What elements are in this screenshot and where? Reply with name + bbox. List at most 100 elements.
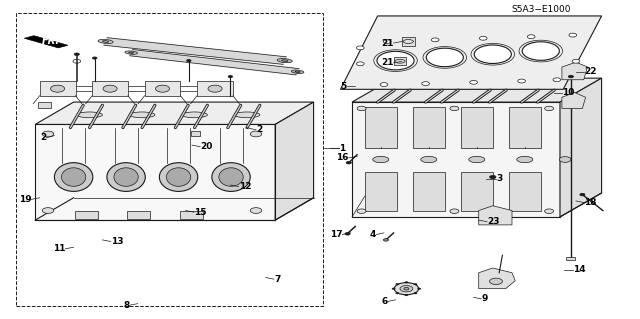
Text: 6: 6: [381, 297, 388, 306]
Ellipse shape: [346, 161, 351, 164]
Ellipse shape: [93, 57, 97, 59]
Text: 18: 18: [584, 198, 597, 207]
Bar: [191, 131, 200, 136]
Bar: [509, 107, 541, 148]
Ellipse shape: [357, 106, 366, 111]
Ellipse shape: [228, 76, 233, 78]
Ellipse shape: [468, 156, 485, 163]
Ellipse shape: [418, 288, 421, 290]
Text: 11: 11: [52, 244, 65, 253]
Ellipse shape: [490, 278, 502, 285]
Ellipse shape: [394, 283, 419, 295]
Ellipse shape: [234, 112, 260, 118]
Text: 2: 2: [256, 125, 262, 134]
Ellipse shape: [357, 209, 366, 213]
Bar: [365, 107, 397, 148]
Bar: [180, 211, 203, 219]
Ellipse shape: [518, 79, 525, 83]
Ellipse shape: [356, 62, 364, 66]
Ellipse shape: [107, 163, 145, 191]
Bar: [509, 172, 541, 211]
Polygon shape: [352, 102, 560, 217]
Bar: [461, 107, 493, 148]
Ellipse shape: [356, 46, 364, 50]
Ellipse shape: [156, 85, 170, 92]
Bar: [394, 57, 406, 65]
Polygon shape: [275, 102, 314, 220]
Ellipse shape: [212, 163, 250, 191]
Polygon shape: [35, 102, 314, 124]
Polygon shape: [352, 78, 602, 102]
Polygon shape: [479, 206, 512, 225]
Ellipse shape: [522, 42, 559, 60]
Ellipse shape: [414, 293, 417, 294]
Text: 22: 22: [584, 67, 597, 76]
Bar: [16, 13, 323, 306]
Polygon shape: [92, 81, 128, 96]
Text: 10: 10: [562, 88, 574, 97]
Ellipse shape: [159, 163, 198, 191]
Polygon shape: [560, 78, 602, 217]
Ellipse shape: [102, 41, 109, 42]
Text: 4: 4: [370, 230, 376, 239]
Text: 21: 21: [381, 39, 394, 48]
Ellipse shape: [527, 35, 535, 39]
Bar: [75, 211, 98, 219]
Bar: [365, 172, 397, 211]
Ellipse shape: [568, 75, 573, 78]
Ellipse shape: [182, 112, 207, 118]
Ellipse shape: [545, 209, 554, 213]
Ellipse shape: [450, 106, 459, 111]
Ellipse shape: [404, 294, 408, 296]
Text: 16: 16: [336, 153, 349, 162]
Ellipse shape: [421, 156, 436, 163]
Text: 15: 15: [194, 208, 207, 217]
Polygon shape: [562, 93, 586, 108]
Ellipse shape: [569, 33, 577, 37]
Ellipse shape: [250, 208, 262, 213]
Ellipse shape: [103, 85, 117, 92]
Ellipse shape: [450, 209, 459, 213]
Ellipse shape: [490, 175, 496, 179]
Polygon shape: [40, 81, 76, 96]
Ellipse shape: [345, 233, 350, 235]
Ellipse shape: [129, 112, 155, 118]
Text: 2: 2: [40, 133, 46, 142]
Ellipse shape: [295, 71, 300, 72]
Bar: [38, 102, 51, 108]
Ellipse shape: [559, 157, 571, 162]
Polygon shape: [35, 124, 275, 220]
Ellipse shape: [545, 106, 554, 111]
Polygon shape: [562, 62, 588, 80]
Ellipse shape: [426, 48, 463, 67]
Text: 23: 23: [487, 217, 500, 226]
Ellipse shape: [186, 59, 191, 62]
Ellipse shape: [372, 156, 388, 163]
Ellipse shape: [77, 112, 102, 118]
Ellipse shape: [114, 168, 138, 186]
Ellipse shape: [380, 83, 388, 86]
Ellipse shape: [54, 163, 93, 191]
Ellipse shape: [414, 283, 417, 285]
Ellipse shape: [431, 38, 439, 42]
Text: 19: 19: [19, 195, 31, 204]
Ellipse shape: [392, 288, 396, 290]
Polygon shape: [130, 49, 299, 75]
Text: FR.: FR.: [42, 36, 60, 47]
Text: 7: 7: [274, 275, 280, 284]
Bar: [461, 172, 493, 211]
Ellipse shape: [479, 36, 487, 40]
Polygon shape: [24, 36, 68, 48]
Ellipse shape: [74, 53, 79, 56]
Ellipse shape: [277, 59, 292, 63]
Ellipse shape: [580, 193, 585, 196]
Bar: [413, 172, 445, 211]
Ellipse shape: [422, 82, 429, 85]
Ellipse shape: [377, 51, 414, 70]
Polygon shape: [145, 81, 180, 96]
Polygon shape: [340, 16, 602, 89]
Text: 21: 21: [381, 58, 394, 67]
Ellipse shape: [383, 239, 388, 241]
Text: 8: 8: [123, 301, 129, 310]
Text: 5: 5: [340, 82, 347, 91]
